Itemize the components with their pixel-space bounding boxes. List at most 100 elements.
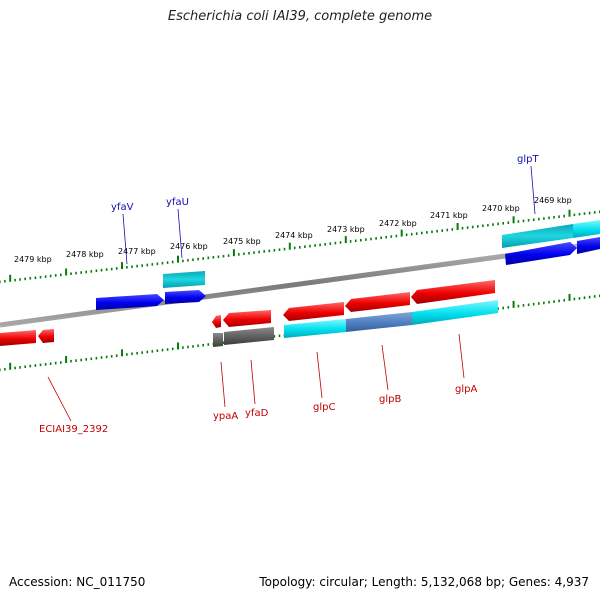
minor-tick (110, 267, 113, 271)
gene-label-yfaD[interactable]: yfaD (245, 408, 269, 419)
gene-yfaU-feature[interactable] (165, 290, 206, 304)
minor-tick (522, 304, 525, 307)
gene-glpT-adjacent-feature[interactable] (577, 237, 600, 254)
gene-label-ECIAI39_2392[interactable]: ECIAI39_2392 (39, 424, 108, 435)
major-tick (9, 274, 12, 282)
tick-label: 2479 kbp (14, 255, 52, 264)
major-tick (65, 268, 68, 276)
major-tick (177, 255, 179, 263)
minor-tick (415, 232, 418, 235)
minor-tick (304, 245, 306, 248)
gene-ECIAI39_2392b-feature[interactable] (38, 329, 54, 343)
minor-tick (548, 216, 550, 220)
minor-tick (161, 348, 164, 352)
major-tick (568, 209, 571, 217)
minor-tick (95, 356, 98, 360)
tick-label: 2477 kbp (118, 247, 156, 256)
minor-tick (319, 243, 321, 247)
minor-tick (502, 222, 504, 225)
minor-tick (131, 265, 133, 268)
minor-tick (85, 358, 87, 361)
minor-tick (365, 238, 367, 241)
minor-tick (156, 349, 159, 352)
minor-tick (360, 238, 362, 242)
gene-glpB-feature[interactable] (345, 292, 410, 312)
gene-yfaV-feature[interactable] (96, 294, 164, 310)
minor-tick (19, 278, 21, 281)
label-leader (530, 165, 536, 215)
minor-tick (507, 221, 510, 224)
minor-tick (90, 270, 93, 273)
minor-tick (299, 246, 301, 249)
label-leader (250, 359, 256, 405)
gene-ECIAI39_2392-feature[interactable] (0, 330, 36, 346)
minor-tick (349, 240, 352, 243)
gene-label-glpT[interactable]: glpT (517, 154, 539, 165)
minor-tick (538, 217, 540, 221)
minor-tick (19, 366, 21, 369)
minor-tick (482, 224, 484, 228)
minor-tick (222, 254, 225, 258)
label-leader (177, 208, 183, 259)
minor-tick (593, 295, 596, 298)
gene-label-glpB[interactable]: glpB (379, 394, 401, 405)
cds-band (573, 220, 600, 238)
minor-tick (39, 275, 42, 279)
minor-tick (70, 272, 72, 275)
minor-tick (75, 359, 77, 362)
reverse-strand-genes (0, 280, 495, 346)
cds-band (163, 271, 205, 288)
gene-glpA-feature[interactable] (411, 280, 495, 304)
label-leader (220, 361, 226, 408)
major-tick (121, 349, 123, 357)
minor-tick (543, 217, 545, 220)
minor-tick (563, 299, 565, 302)
minor-tick (532, 218, 535, 221)
minor-tick (100, 268, 103, 272)
gene-label-yfaV[interactable]: yfaV (111, 202, 134, 213)
minor-tick (410, 232, 413, 236)
gene-glpC-feature[interactable] (283, 302, 344, 321)
tick-label: 2469 kbp (534, 196, 572, 205)
minor-tick (487, 223, 489, 227)
gene-label-glpC[interactable]: glpC (313, 402, 335, 413)
minor-tick (29, 364, 32, 368)
gene-label-ypaA[interactable]: ypaA (213, 411, 238, 422)
minor-tick (385, 235, 387, 239)
minor-tick (34, 276, 37, 280)
gene-yfaD-feature[interactable] (223, 310, 271, 327)
major-tick (400, 229, 403, 237)
gene-label-glpA[interactable]: glpA (455, 384, 477, 395)
minor-tick (243, 252, 245, 256)
gene-ypaA-feature[interactable] (212, 315, 221, 328)
minor-tick (517, 220, 520, 223)
minor-tick (273, 249, 276, 252)
major-tick (9, 362, 12, 370)
reverse-feature-bands (213, 300, 498, 347)
tick-label: 2472 kbp (379, 219, 417, 228)
minor-tick (278, 248, 281, 251)
minor-tick (70, 359, 72, 363)
minor-tick (171, 347, 174, 351)
minor-tick (29, 277, 32, 280)
minor-tick (207, 343, 210, 346)
major-tick (65, 356, 68, 363)
gene-label-yfaU[interactable]: yfaU (166, 197, 189, 208)
minor-tick (522, 219, 525, 223)
minor-tick (54, 274, 57, 277)
minor-tick (187, 259, 189, 262)
minor-tick (421, 231, 423, 235)
reverse-gene-labels: ECIAI39_2392 ypaA yfaD glpC glpB glpA (39, 333, 477, 435)
minor-tick (202, 343, 204, 347)
minor-tick (588, 295, 591, 299)
minor-tick (527, 219, 530, 222)
minor-tick (370, 237, 372, 241)
minor-tick (548, 300, 550, 304)
gene-glpT-feature[interactable] (505, 242, 577, 265)
minor-tick (293, 246, 296, 250)
genome-summary-text: Topology: circular; Length: 5,132,068 bp… (259, 575, 589, 589)
minor-tick (105, 355, 108, 359)
minor-tick (146, 263, 149, 267)
minor-tick (131, 352, 133, 356)
